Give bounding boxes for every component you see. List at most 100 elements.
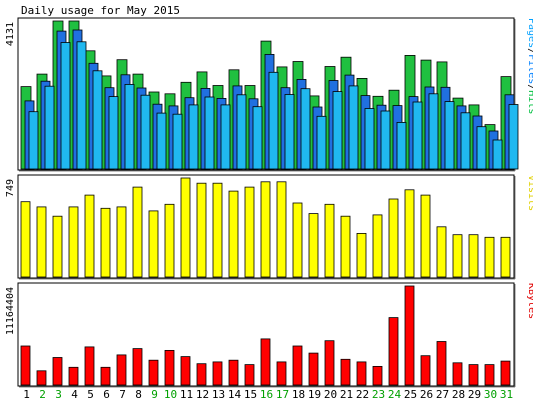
bar-pages	[508, 104, 519, 170]
bar-pages	[108, 96, 119, 170]
bar-pages	[172, 113, 183, 170]
legend-item: Visits	[526, 175, 533, 211]
x-tick-label: 15	[244, 388, 257, 401]
bar-visits	[292, 202, 303, 278]
bar-pages	[188, 104, 199, 170]
x-tick-label: 2	[39, 388, 46, 401]
bar-kbytes	[212, 361, 223, 386]
legend-item: KBytes	[526, 283, 533, 319]
bar-pages	[300, 88, 311, 170]
x-tick-label: 5	[87, 388, 94, 401]
legend-item: Files	[526, 54, 533, 84]
bar-pages	[28, 111, 39, 170]
x-tick-label: 3	[55, 388, 62, 401]
bar-visits	[164, 203, 175, 278]
bar-kbytes	[372, 365, 383, 386]
legend-item: /	[526, 48, 533, 54]
bar-visits	[180, 177, 191, 278]
x-tick-label: 10	[164, 388, 177, 401]
bar-kbytes	[340, 358, 351, 386]
bar-visits	[324, 203, 335, 278]
panels-layer: 4131Pages/Files/Hits749Visits11164404KBy…	[5, 17, 533, 388]
bar-visits	[36, 206, 47, 278]
bar-visits	[116, 206, 127, 278]
x-tick-label: 7	[119, 388, 126, 401]
x-tick-label: 9	[151, 388, 158, 401]
bar-kbytes	[276, 361, 287, 386]
bar-pages	[76, 41, 87, 170]
bar-pages	[236, 94, 247, 170]
panel-max-label: 749	[5, 179, 16, 197]
bar-kbytes	[148, 359, 159, 386]
bar-visits	[100, 207, 111, 278]
bar-visits	[308, 213, 319, 278]
bar-kbytes	[196, 363, 207, 386]
bar-pages	[220, 104, 231, 170]
bar-visits	[244, 186, 255, 278]
bar-visits	[276, 181, 287, 278]
bar-pages	[332, 91, 343, 170]
bar-visits	[372, 214, 383, 278]
bar-kbytes	[420, 355, 431, 386]
bar-pages	[396, 122, 407, 170]
bar-pages	[492, 139, 503, 170]
bar-visits	[212, 182, 223, 278]
bar-pages	[60, 42, 71, 170]
x-tick-label: 12	[196, 388, 209, 401]
panel-visits: 749 Visits	[5, 174, 533, 280]
x-tick-label: 11	[180, 388, 193, 401]
bar-kbytes	[292, 345, 303, 386]
x-tick-label: 28	[452, 388, 465, 401]
bar-kbytes	[164, 349, 175, 386]
bar-kbytes	[468, 364, 479, 386]
bar-kbytes	[116, 354, 127, 386]
bar-visits	[404, 189, 415, 278]
x-tick-label: 29	[468, 388, 481, 401]
bar-pages	[124, 84, 135, 170]
x-tick-label: 21	[340, 388, 353, 401]
bar-kbytes	[52, 357, 63, 386]
panel-legend: KBytes	[526, 283, 533, 319]
x-tick-label: 19	[308, 388, 321, 401]
x-tick-label: 18	[292, 388, 305, 401]
bar-pages	[348, 85, 359, 170]
x-tick-label: 22	[356, 388, 369, 401]
bar-kbytes	[308, 352, 319, 386]
bar-visits	[420, 194, 431, 278]
bar-visits	[132, 186, 143, 278]
bar-kbytes	[36, 370, 47, 386]
x-tick-label: 24	[388, 388, 402, 401]
chart-title: Daily usage for May 2015	[21, 4, 180, 17]
bar-pages	[156, 112, 167, 170]
panel-legend: Visits	[526, 175, 533, 211]
bar-visits	[148, 210, 159, 278]
bar-kbytes	[132, 348, 143, 386]
bar-kbytes	[244, 364, 255, 386]
bar-kbytes	[388, 317, 399, 386]
legend-item: Pages	[526, 18, 533, 48]
bar-kbytes	[20, 345, 31, 386]
bar-pages	[140, 94, 151, 170]
x-tick-label: 6	[103, 388, 110, 401]
x-tick-label: 25	[404, 388, 417, 401]
bar-kbytes	[356, 361, 367, 386]
bar-kbytes	[68, 366, 79, 386]
x-tick-label: 17	[276, 388, 289, 401]
x-axis-labels: 1 2 3 4 5 6 7 8 9 10 11 12 13 14 15 16 17 18 19 20 21 22 23 24 2…	[23, 388, 513, 401]
bar-visits	[356, 232, 367, 278]
x-tick-label: 8	[135, 388, 142, 401]
panel-max-label: 11164404	[5, 287, 16, 335]
panel-max-label: 4131	[5, 22, 16, 46]
bar-pages	[380, 110, 391, 170]
bar-kbytes	[84, 346, 95, 386]
x-tick-label: 1	[23, 388, 30, 401]
bar-pages	[476, 126, 487, 170]
bar-kbytes	[260, 338, 271, 386]
series-pages	[28, 41, 519, 170]
x-tick-label: 4	[71, 388, 78, 401]
series-visits	[20, 177, 511, 278]
bar-visits	[260, 181, 271, 278]
bar-pages	[284, 94, 295, 170]
